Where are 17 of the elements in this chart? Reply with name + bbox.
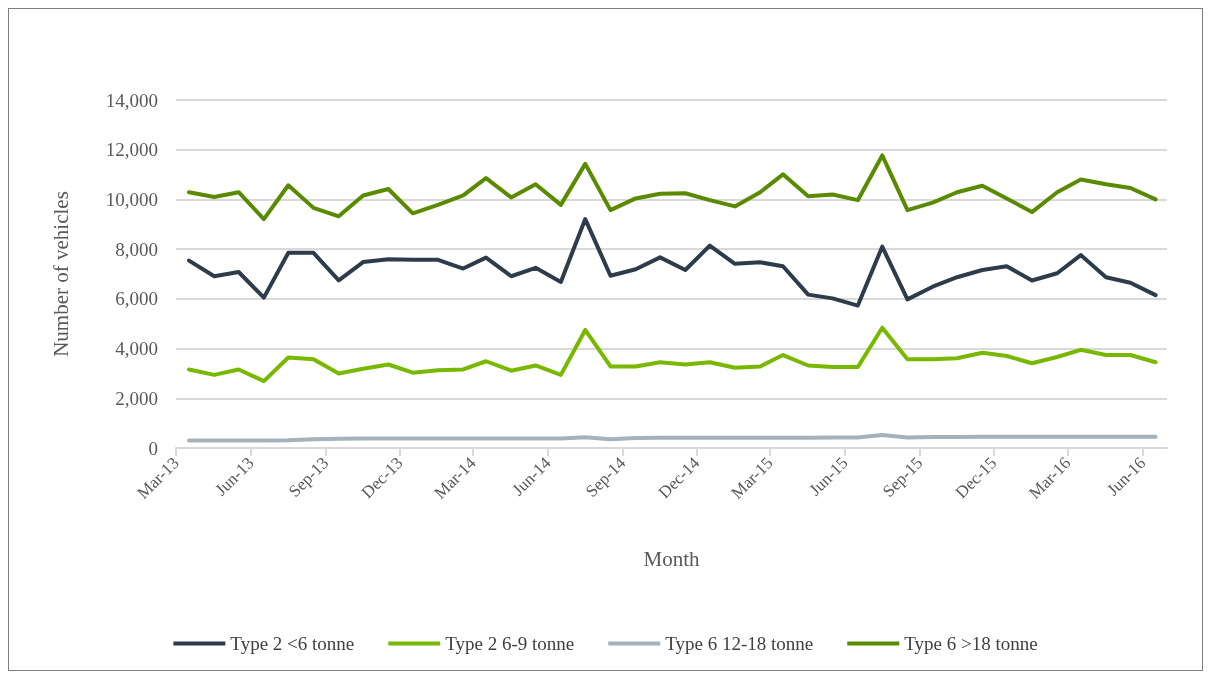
line-series <box>187 217 1158 308</box>
y-tick-label: 10,000 <box>105 188 158 210</box>
y-tick-label: 12,000 <box>105 139 158 161</box>
y-tick-label: 6,000 <box>115 288 158 310</box>
y-tick-label: 8,000 <box>115 238 158 260</box>
legend-label: Type 6 12-18 tonne <box>665 633 814 654</box>
legend-label: Type 2 6-9 tonne <box>445 633 575 654</box>
y-tick-label: 0 <box>148 437 158 459</box>
line-series <box>187 325 1158 384</box>
y-tick-label: 4,000 <box>115 338 158 360</box>
legend-label: Type 2 <6 tonne <box>230 633 355 654</box>
x-axis-title: Month <box>643 546 700 571</box>
legend-label: Type 6 >18 tonne <box>904 633 1038 654</box>
y-tick-label: 14,000 <box>105 89 158 111</box>
line-series <box>187 153 1158 222</box>
y-tick-label: 2,000 <box>115 387 158 409</box>
y-axis-title: Number of vehicles <box>48 191 73 357</box>
